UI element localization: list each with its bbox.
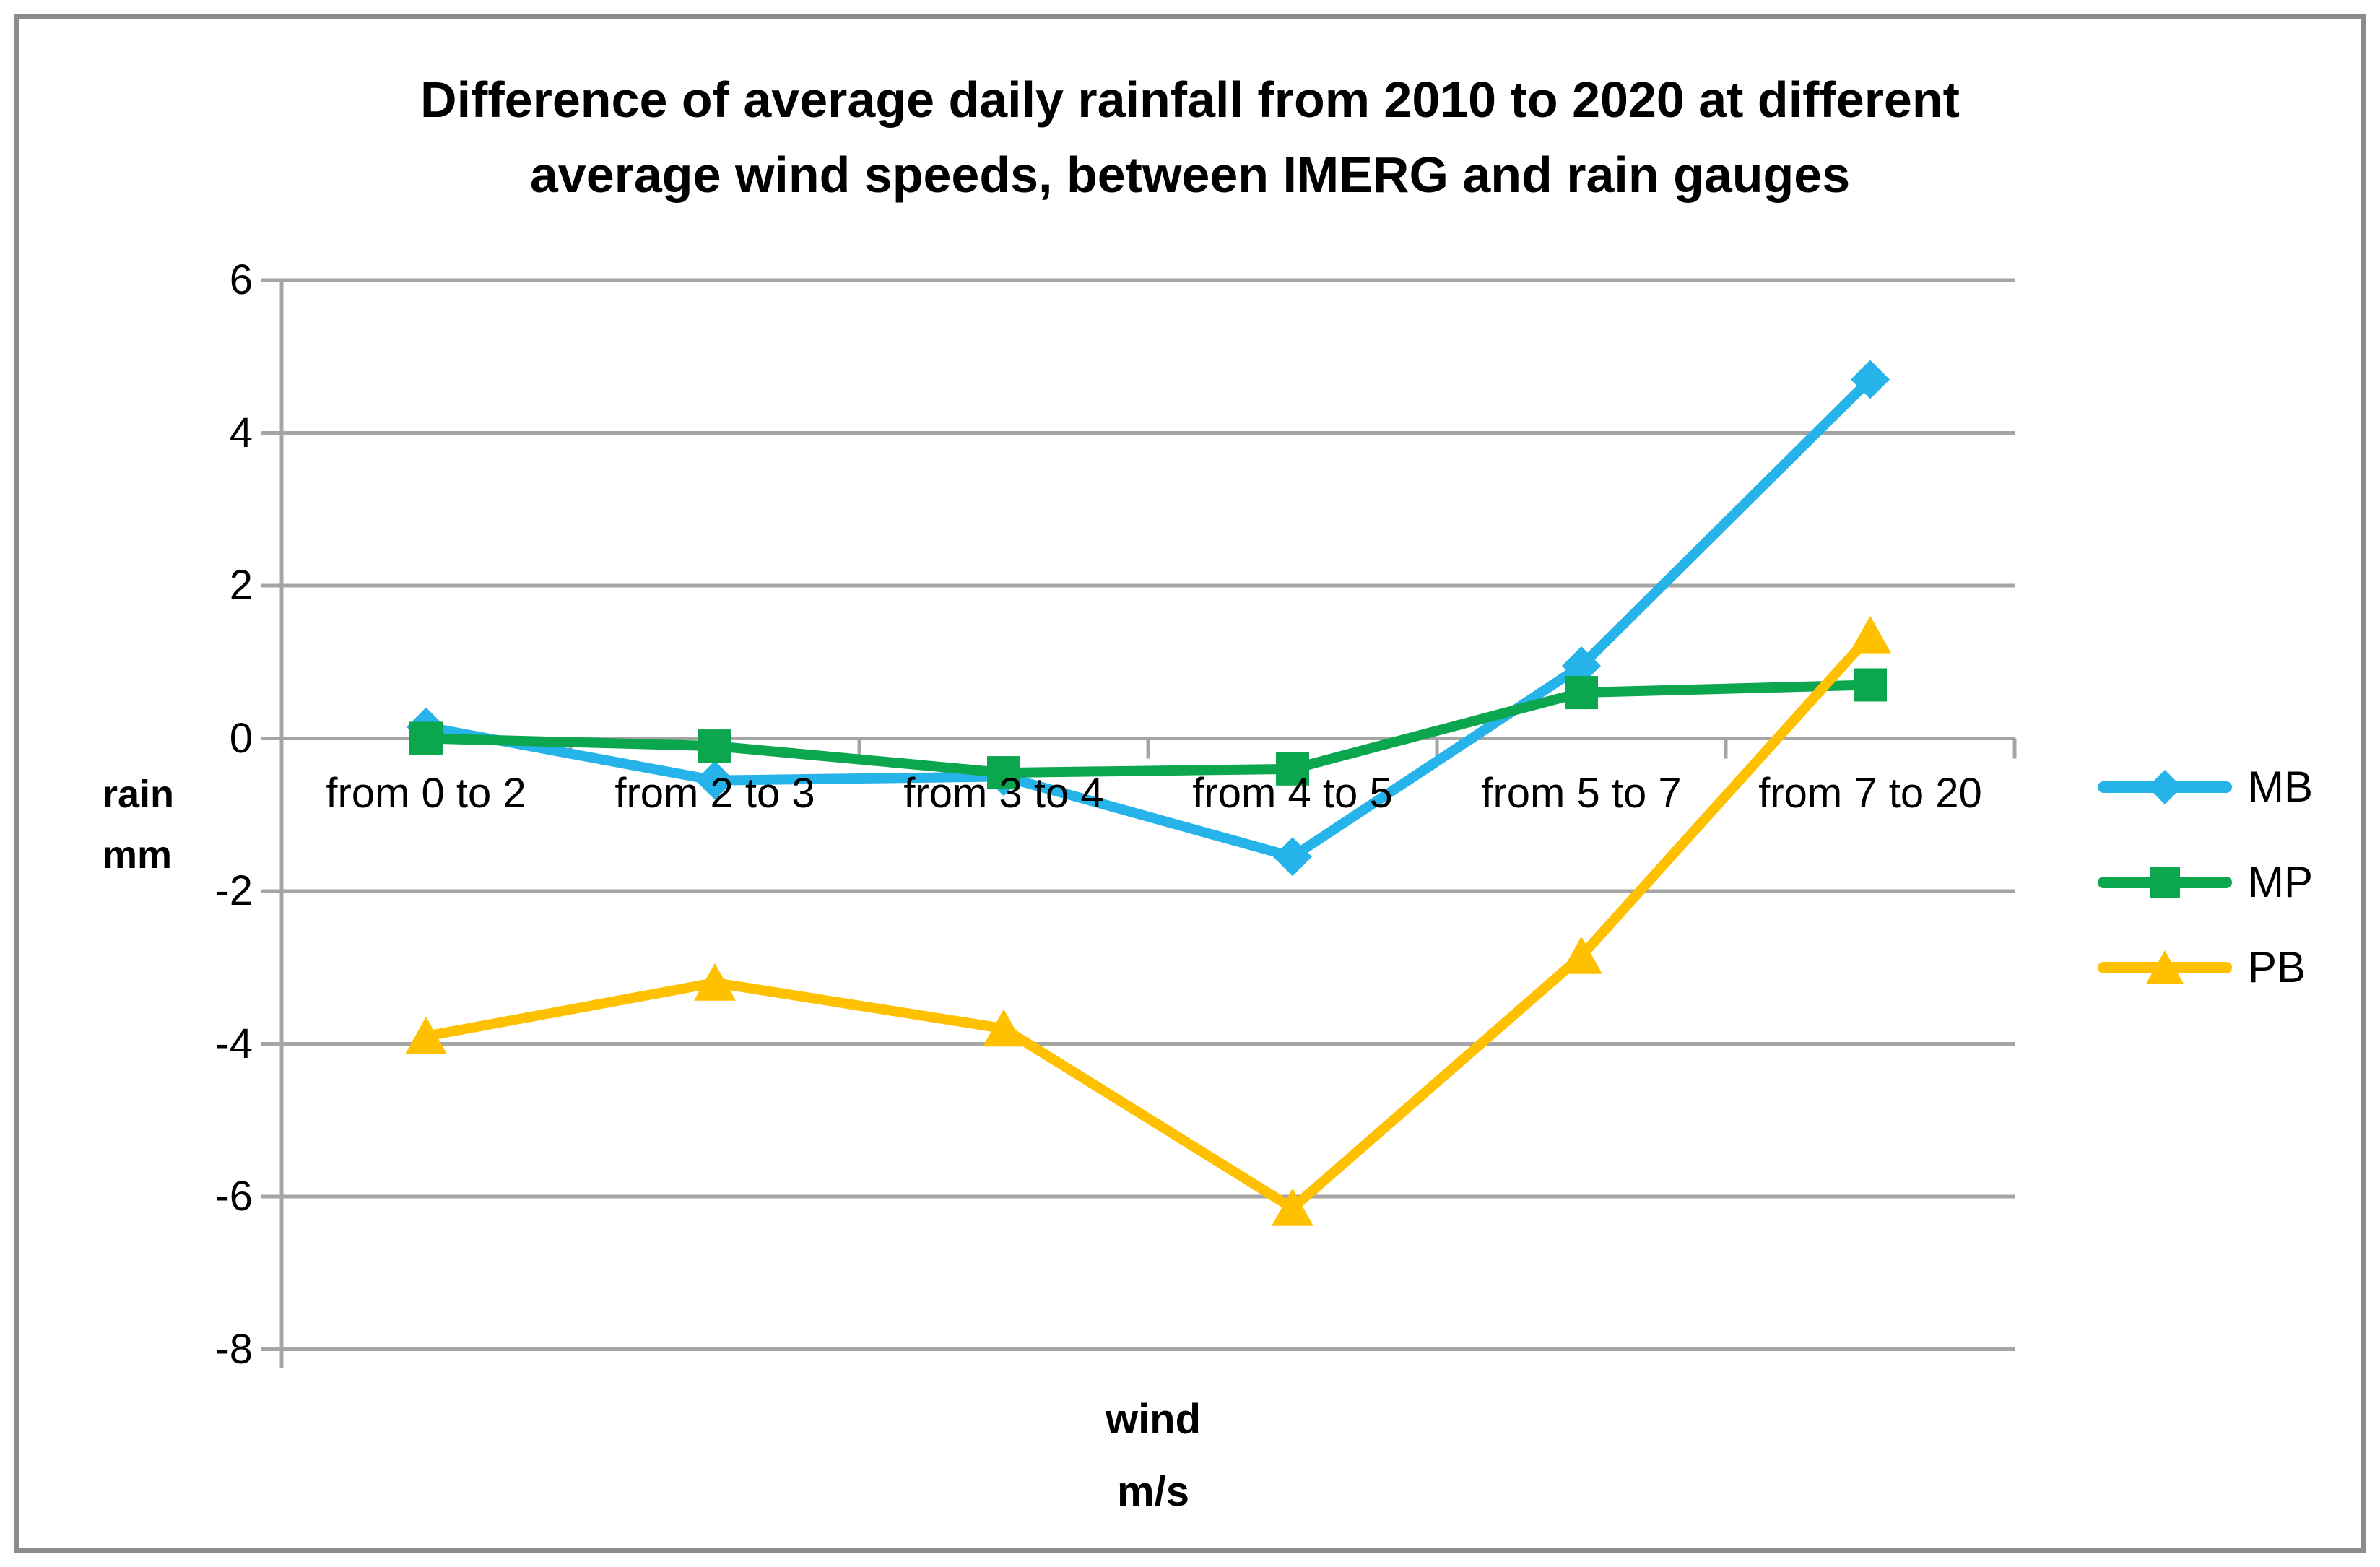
diamond-marker — [1851, 360, 1890, 399]
square-marker — [409, 721, 443, 755]
x-category-label-3: from 4 to 5 — [1192, 770, 1393, 817]
legend-item-mb: MB — [2098, 764, 2313, 810]
chart-title-line1: Difference of average daily rainfall fro… — [420, 71, 1960, 128]
legend-line-marker-mp — [2098, 867, 2232, 898]
legend-line-marker-pb — [2098, 950, 2232, 984]
diamond-marker — [2147, 770, 2182, 804]
y-tick-label-2: 2 — [229, 562, 253, 609]
y-axis-title: rain mm — [103, 764, 174, 885]
series-line-mp — [421, 680, 1875, 778]
square-marker — [1276, 752, 1309, 786]
square-marker — [1565, 676, 1598, 710]
diamond-marker — [695, 760, 734, 800]
legend-label-mp: MP — [2248, 858, 2313, 906]
triangle-marker — [694, 963, 736, 1001]
triangle-marker — [1560, 936, 1602, 974]
y-tick-label--8: -8 — [215, 1325, 253, 1373]
x-axis-title: wind m/s — [937, 1384, 1370, 1528]
series-line-pb — [421, 630, 1875, 1213]
triangle-marker — [1272, 1188, 1313, 1226]
y-tick-label-4: 4 — [229, 409, 253, 456]
triangle-marker — [2146, 950, 2184, 984]
series-line-mb — [421, 374, 1875, 862]
x-category-label-5: from 7 to 20 — [1758, 770, 1982, 817]
legend-line-marker-mb — [2098, 770, 2232, 804]
x-category-label-1: from 2 to 3 — [614, 770, 815, 817]
x-axis-title-line1: wind — [1105, 1396, 1202, 1443]
x-axis-title-line2: m/s — [1117, 1468, 1189, 1515]
triangle-marker — [405, 1016, 447, 1054]
triangle-marker — [1849, 615, 1891, 654]
y-tick-label-0: 0 — [229, 714, 253, 762]
diamond-marker — [1562, 646, 1601, 686]
y-tick-label--6: -6 — [215, 1173, 253, 1220]
x-category-label-2: from 3 to 4 — [903, 770, 1104, 817]
square-marker — [987, 756, 1020, 790]
y-axis-title-line1: rain — [103, 773, 175, 816]
legend-item-pb: PB — [2098, 945, 2306, 991]
diamond-marker — [1273, 837, 1312, 877]
triangle-marker — [983, 1009, 1025, 1047]
chart-outer-border — [14, 14, 2366, 1553]
legend-item-mp: MP — [2098, 859, 2313, 906]
x-category-label-0: from 0 to 2 — [326, 770, 526, 817]
legend-label-pb: PB — [2248, 943, 2306, 991]
square-marker — [2150, 867, 2180, 898]
chart-title-line2: average wind speeds, between IMERG and r… — [529, 147, 1851, 203]
square-marker — [1854, 668, 1887, 702]
y-tick-label--2: -2 — [215, 867, 253, 914]
y-tick-label-6: 6 — [229, 256, 253, 303]
y-tick-label--4: -4 — [215, 1020, 253, 1067]
x-category-label-4: from 5 to 7 — [1481, 770, 1682, 817]
chart-title: Difference of average daily rainfall fro… — [0, 62, 2380, 212]
legend-label-mb: MB — [2248, 763, 2313, 811]
y-axis-title-line2: mm — [103, 833, 173, 877]
square-marker — [698, 729, 731, 763]
